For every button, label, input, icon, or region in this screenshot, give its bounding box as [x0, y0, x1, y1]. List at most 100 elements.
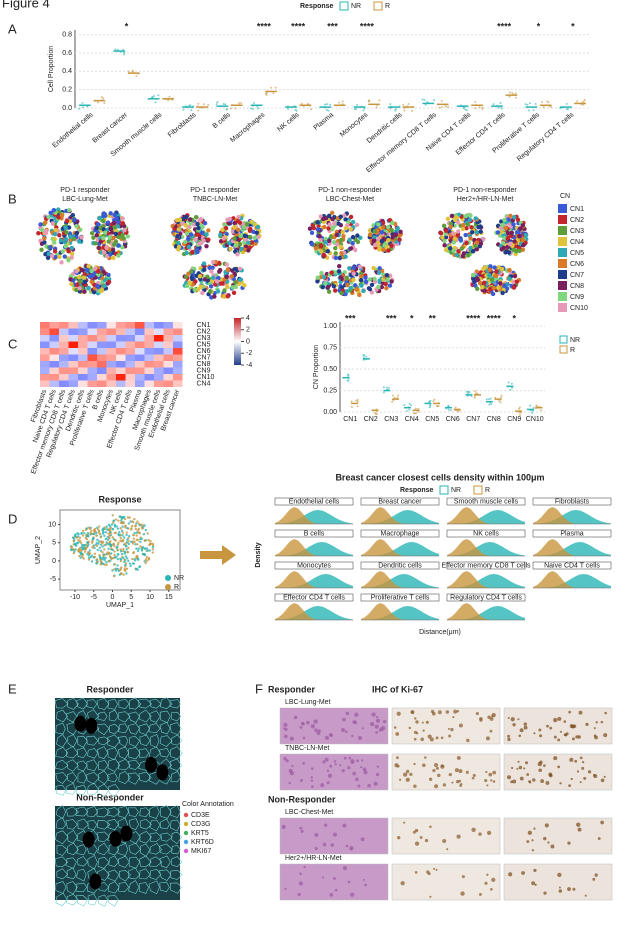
- cell-outline: [169, 882, 182, 894]
- lumen: [109, 830, 122, 847]
- y-tick-label: 0.25: [323, 387, 337, 394]
- stain: [544, 823, 549, 828]
- jitter-point: [413, 412, 416, 415]
- jitter-point: [447, 105, 450, 108]
- umap-point: [137, 547, 140, 550]
- density-curve: [275, 603, 353, 620]
- umap-point: [102, 531, 105, 534]
- stain: [547, 841, 550, 844]
- umap-point: [143, 539, 146, 543]
- cell: [46, 214, 51, 220]
- cell-outline: [119, 870, 131, 882]
- cell: [456, 249, 461, 254]
- cell: [335, 242, 340, 247]
- heatmap-cell: [78, 380, 88, 387]
- umap-point: [120, 558, 123, 561]
- heatmap-cell: [87, 354, 97, 361]
- stain: [341, 727, 346, 732]
- stain: [528, 780, 531, 783]
- cell-outline: [96, 820, 111, 830]
- cell: [315, 220, 320, 225]
- cell-outline: [150, 734, 160, 748]
- stain: [519, 776, 524, 781]
- cell: [326, 238, 332, 244]
- umap-point: [127, 522, 130, 525]
- umap-point: [140, 526, 144, 529]
- umap-point: [125, 533, 128, 537]
- umap-point: [123, 550, 126, 554]
- jitter-point: [338, 101, 341, 104]
- jitter-point: [432, 400, 435, 403]
- tissue-title: Her2+/HR-LN-Met: [457, 196, 514, 203]
- umap-point: [79, 556, 82, 559]
- umap-point: [133, 558, 136, 561]
- jitter-point: [122, 48, 125, 51]
- cell: [238, 233, 243, 239]
- umap-point: [133, 517, 136, 521]
- cell-outline: [67, 734, 78, 748]
- heatmap-cell: [59, 361, 69, 368]
- cell-outline: [55, 772, 68, 784]
- cell: [45, 255, 51, 261]
- cell: [223, 225, 229, 231]
- heatmap-cell: [125, 354, 135, 361]
- cell-outline: [87, 819, 98, 831]
- umap-point: [137, 539, 140, 542]
- cell: [183, 223, 188, 228]
- cell: [372, 242, 378, 248]
- jitter-point: [454, 406, 457, 409]
- cell-outline: [97, 856, 110, 869]
- stain: [284, 887, 287, 891]
- jitter-point: [375, 106, 378, 109]
- cell: [82, 272, 87, 277]
- heatmap-cell: [154, 354, 164, 361]
- cell: [323, 236, 328, 242]
- umap-point: [73, 542, 76, 546]
- heatmap-cell: [97, 361, 107, 368]
- heatmap-cell: [125, 341, 135, 348]
- heatmap-cell: [78, 367, 88, 374]
- umap-point: [102, 554, 105, 557]
- cell-outline: [127, 867, 140, 880]
- jitter-point: [576, 100, 579, 103]
- stain: [395, 756, 399, 760]
- cell: [514, 279, 520, 284]
- stain: [302, 736, 306, 740]
- jitter-point: [529, 404, 532, 407]
- stain: [288, 781, 291, 785]
- cell: [459, 246, 464, 251]
- cell-outline: [171, 734, 183, 746]
- cell-outline: [169, 758, 182, 771]
- jitter-point: [157, 94, 160, 97]
- jitter-point: [368, 99, 371, 102]
- heatmap-cell: [68, 341, 78, 348]
- x-tick-label: CN3: [384, 416, 398, 423]
- cell: [227, 216, 232, 222]
- stain: [299, 872, 302, 876]
- cell: [488, 287, 493, 292]
- cell: [246, 240, 251, 245]
- cell: [523, 232, 529, 238]
- cell: [235, 252, 240, 257]
- umap-point: [119, 527, 122, 530]
- umap-point: [95, 544, 99, 547]
- panel-letter: E: [8, 681, 17, 696]
- cell: [188, 221, 193, 226]
- umap-point: [117, 553, 120, 556]
- stain: [371, 712, 376, 717]
- legend-swatch: [558, 292, 567, 301]
- cell: [327, 222, 332, 227]
- cell: [97, 215, 102, 221]
- stain: [437, 773, 441, 778]
- jitter-point: [237, 102, 240, 105]
- cell: [81, 275, 87, 280]
- cell: [69, 251, 75, 257]
- cell: [505, 230, 511, 236]
- jitter-point: [542, 105, 545, 108]
- significance: **: [429, 313, 437, 323]
- cell: [42, 236, 47, 241]
- cell: [224, 262, 229, 267]
- cell: [474, 246, 480, 252]
- legend-swatch: [559, 345, 568, 354]
- density-curve: [275, 606, 353, 620]
